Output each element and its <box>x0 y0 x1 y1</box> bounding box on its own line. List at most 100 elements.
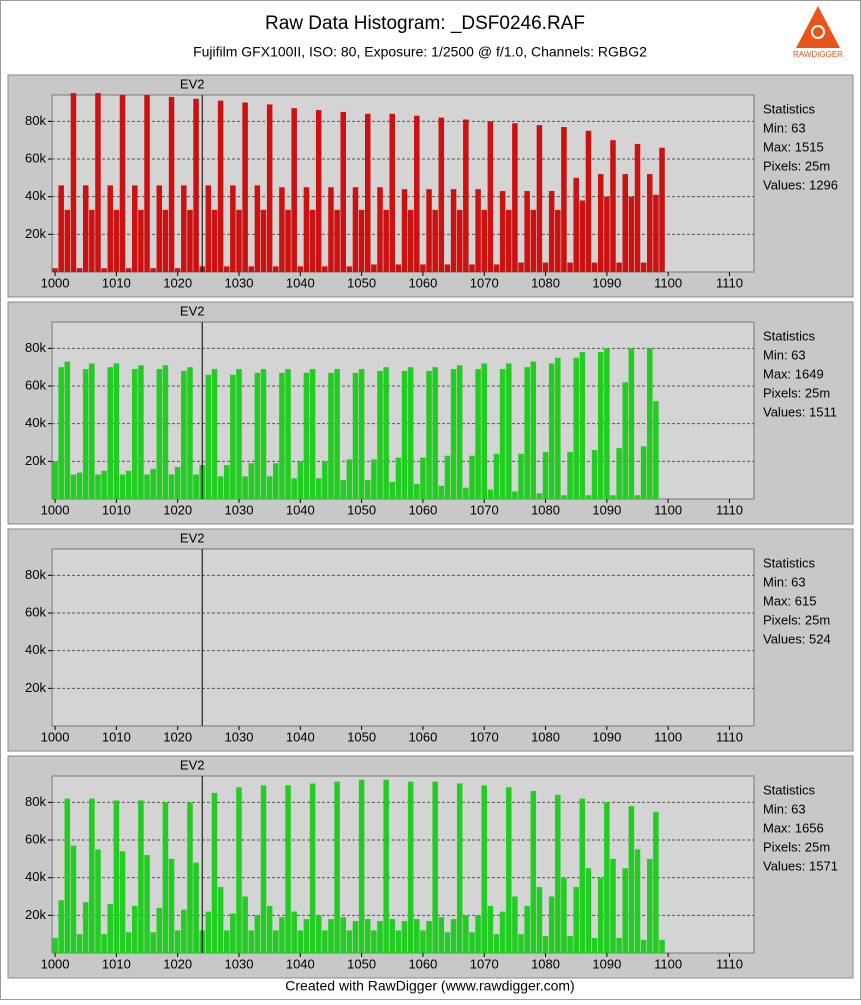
bar <box>450 919 457 953</box>
bar <box>616 262 622 272</box>
bar <box>223 266 230 272</box>
stat-line: Min: 63 <box>763 347 806 362</box>
bar <box>273 266 279 272</box>
y-tick-label: 20k <box>25 680 46 695</box>
bar <box>303 919 310 953</box>
subtitle: Fujifilm GFX100II, ISO: 80, Exposure: 1/… <box>193 44 647 60</box>
bar <box>444 932 451 953</box>
bar <box>279 372 285 499</box>
stat-line: Max: 615 <box>763 593 816 608</box>
bar <box>542 936 549 953</box>
bar <box>352 372 359 499</box>
bar <box>254 372 261 499</box>
bar <box>610 858 616 953</box>
bar <box>174 268 181 272</box>
bar <box>401 189 408 272</box>
bar <box>181 185 187 272</box>
bar <box>383 209 389 272</box>
bar <box>76 934 83 953</box>
bar <box>647 348 653 499</box>
bar <box>113 363 120 499</box>
bar <box>512 123 518 272</box>
bar <box>223 930 230 953</box>
bar <box>499 369 506 499</box>
bar <box>52 461 58 499</box>
x-tick-label: 1030 <box>225 729 254 744</box>
bar <box>64 798 71 953</box>
x-tick-label: 1110 <box>716 502 743 517</box>
x-tick-label: 1010 <box>102 729 131 744</box>
bar <box>481 363 487 499</box>
bar <box>548 363 555 499</box>
bar <box>555 209 561 272</box>
bar <box>248 266 255 272</box>
x-tick-label: 1050 <box>347 729 376 744</box>
bar <box>640 446 647 499</box>
x-tick-label: 1050 <box>347 275 376 290</box>
bar <box>659 939 665 953</box>
bar <box>530 361 537 499</box>
bar <box>536 125 543 273</box>
bar <box>567 936 573 953</box>
y-tick-label: 20k <box>25 907 46 922</box>
bar <box>536 493 543 499</box>
bar <box>597 174 604 272</box>
bar <box>150 932 156 953</box>
bar <box>395 930 402 953</box>
bar <box>76 268 83 272</box>
bar <box>242 896 248 953</box>
bar <box>456 209 463 272</box>
bar <box>205 911 212 953</box>
bar <box>291 911 297 953</box>
x-tick-label: 1010 <box>102 275 131 290</box>
bar <box>322 461 328 499</box>
x-tick-label: 1020 <box>163 729 192 744</box>
x-tick-label: 1080 <box>531 502 560 517</box>
x-tick-label: 1070 <box>470 956 499 971</box>
bar <box>426 370 432 499</box>
bar <box>640 939 647 953</box>
bar <box>328 372 334 499</box>
bar <box>162 365 169 499</box>
bar <box>499 191 506 272</box>
bar <box>58 367 64 499</box>
bar <box>456 365 463 499</box>
bar <box>70 474 77 499</box>
bar <box>647 174 653 272</box>
plot-area <box>51 548 755 727</box>
y-tick-label: 60k <box>25 377 46 392</box>
bar <box>573 177 579 272</box>
bar <box>493 934 500 953</box>
y-tick-label: 80k <box>25 567 46 582</box>
bar <box>101 934 107 953</box>
bar <box>469 455 475 499</box>
bar <box>358 209 365 272</box>
bar <box>181 370 187 499</box>
bar <box>463 915 469 953</box>
bar <box>383 779 389 953</box>
bar <box>303 187 310 272</box>
bar <box>309 369 316 499</box>
bar <box>95 474 101 499</box>
bar <box>475 369 481 499</box>
bar <box>622 382 629 499</box>
x-tick-label: 1010 <box>102 502 131 517</box>
bar <box>622 174 629 272</box>
bar <box>542 451 549 499</box>
bar <box>64 361 71 499</box>
bar <box>285 369 291 499</box>
bar <box>101 470 107 499</box>
bar <box>260 785 267 953</box>
bar <box>506 363 512 499</box>
bar <box>248 930 255 953</box>
bar <box>82 369 89 499</box>
stat-line: Max: 1656 <box>763 820 824 835</box>
bar <box>242 102 248 272</box>
bar <box>193 862 199 953</box>
bar <box>628 348 635 499</box>
stat-line: Statistics <box>763 328 816 343</box>
bar <box>420 457 426 499</box>
bar <box>585 868 592 953</box>
